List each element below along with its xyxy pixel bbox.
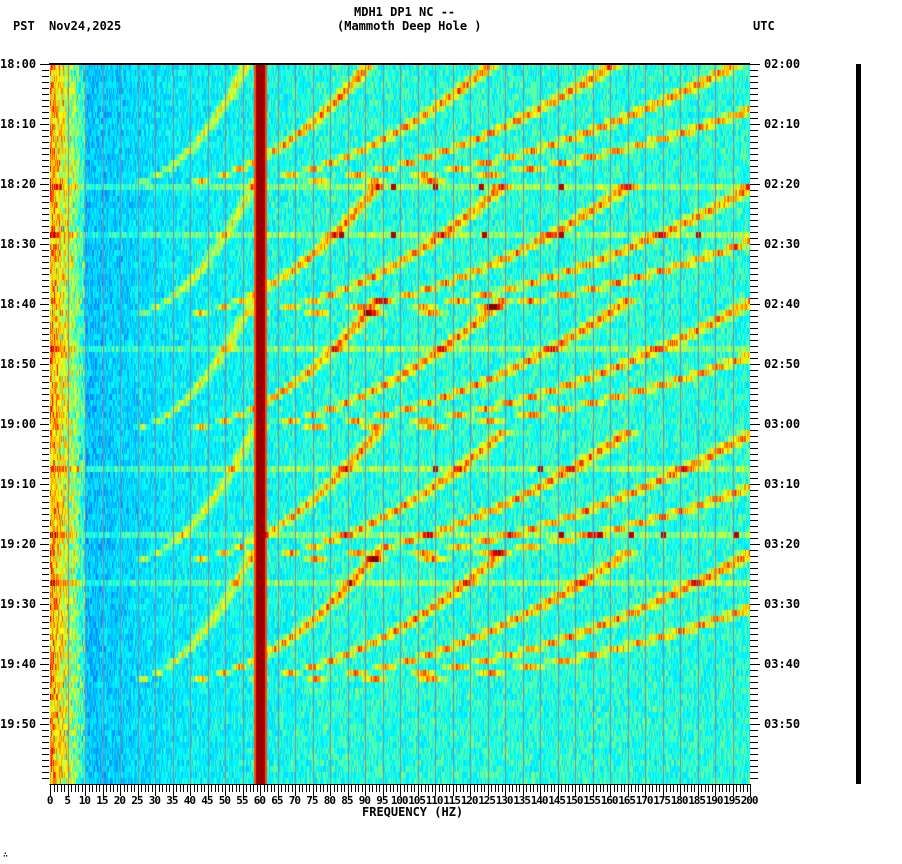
y-tick-label-left: 18:30: [0, 237, 37, 251]
x-tick-label: 40: [183, 794, 196, 807]
y-tick-label-left: 19:10: [0, 477, 37, 491]
y-tick-label-left: 19:00: [0, 417, 37, 431]
y-tick-label-left: 19:30: [0, 597, 37, 611]
x-tick-label: 165: [618, 794, 636, 807]
x-tick-label: 65: [271, 794, 283, 807]
y-tick-label-right: 03:20: [764, 537, 801, 551]
x-tick-label: 180: [670, 794, 689, 807]
y-tick-label-right: 02:00: [764, 57, 801, 71]
x-tick-label: 45: [201, 794, 213, 807]
x-tick-label: 75: [306, 794, 318, 807]
x-tick-label: 175: [653, 794, 671, 807]
y-tick-label-right: 03:50: [764, 717, 801, 731]
x-tick-label: 170: [635, 794, 654, 807]
x-tick-label: 195: [723, 794, 741, 807]
x-tick-label: 155: [583, 794, 601, 807]
date-label: Nov24,2025: [49, 19, 122, 33]
y-tick-label-right: 02:50: [764, 357, 801, 371]
y-tick-label-right: 02:40: [764, 297, 801, 311]
y-tick-label-left: 19:40: [0, 657, 37, 671]
y-tick-label-right: 03:30: [764, 597, 801, 611]
x-tick-label: 125: [478, 794, 496, 807]
y-tick-label-left: 19:20: [0, 537, 37, 551]
y-tick-label-right: 02:10: [764, 117, 801, 131]
x-tick-label: 60: [253, 794, 266, 807]
x-tick-label: 0: [46, 794, 54, 807]
y-tick-label-left: 18:40: [0, 297, 37, 311]
y-tick-label-left: 18:20: [0, 177, 37, 191]
y-tick-label-right: 03:40: [764, 657, 801, 671]
x-tick-label: 100: [390, 794, 409, 807]
x-tick-label: 110: [425, 794, 444, 807]
x-tick-label: 135: [513, 794, 531, 807]
x-tick-label: 80: [323, 794, 336, 807]
x-tick-label: 105: [408, 794, 426, 807]
x-tick-label: 70: [288, 794, 301, 807]
station-title: MDH1 DP1 NC --: [354, 5, 456, 19]
x-tick-label: 90: [358, 794, 371, 807]
y-tick-label-right: 02:30: [764, 237, 801, 251]
x-tick-label: 145: [548, 794, 566, 807]
site-title: (Mammoth Deep Hole ): [337, 19, 482, 33]
x-tick-label: 15: [96, 794, 108, 807]
x-tick-label: 25: [131, 794, 143, 807]
x-tick-label: 10: [78, 794, 91, 807]
y-tick-label-left: 19:50: [0, 717, 37, 731]
x-tick-label: 150: [565, 794, 584, 807]
x-tick-label: 35: [166, 794, 178, 807]
x-tick-label: 30: [148, 794, 161, 807]
y-tick-label-right: 03:10: [764, 477, 801, 491]
x-tick-label: 120: [460, 794, 479, 807]
x-tick-label: 200: [740, 794, 759, 807]
x-tick-label: 160: [600, 794, 619, 807]
x-tick-label: 20: [113, 794, 126, 807]
spectrogram-plot: [50, 64, 750, 784]
y-tick-label-left: 18:50: [0, 357, 37, 371]
x-axis-title: FREQUENCY (HZ): [362, 805, 464, 819]
x-tick-label: 95: [376, 794, 388, 807]
x-tick-label: 115: [443, 794, 461, 807]
x-tick-label: 130: [495, 794, 514, 807]
right-timezone-label: UTC: [753, 19, 775, 33]
y-tick-label-left: 18:00: [0, 57, 37, 71]
x-tick-label: 5: [64, 794, 71, 807]
x-tick-label: 190: [705, 794, 724, 807]
y-tick-label-left: 18:10: [0, 117, 37, 131]
corner-mark: ∴: [3, 850, 8, 859]
x-tick-label: 185: [688, 794, 706, 807]
x-tick-label: 85: [341, 794, 353, 807]
y-tick-label-right: 02:20: [764, 177, 801, 191]
y-tick-label-right: 03:00: [764, 417, 801, 431]
x-tick-label: 140: [530, 794, 549, 807]
activity-bar: [856, 64, 861, 784]
left-timezone-label: PST: [13, 19, 35, 33]
x-tick-label: 50: [218, 794, 231, 807]
x-tick-label: 55: [236, 794, 248, 807]
